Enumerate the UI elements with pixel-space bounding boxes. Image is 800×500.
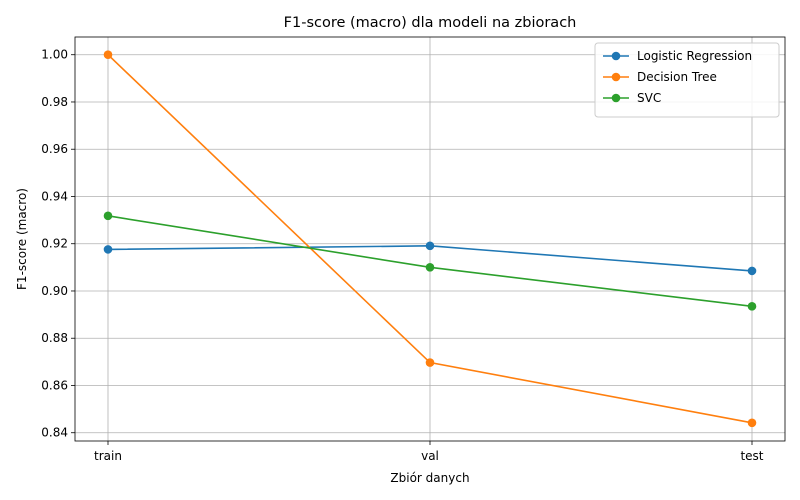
data-point-logistic-regression [103,245,113,254]
data-point-decision-tree [747,418,757,428]
y-tick-label: 0.92 [41,237,68,251]
legend-item-decision-tree: Decision Tree [603,70,717,84]
data-point-svc [425,263,435,272]
legend-item-svc: SVC [603,91,661,105]
x-tick-label: val [421,449,439,463]
legend-label: Logistic Regression [637,49,752,63]
x-axis-ticks: train val test [94,441,764,463]
data-point-logistic-regression [425,241,435,251]
y-axis-label: F1-score (macro) [15,188,29,290]
y-tick-label: 1.00 [41,48,68,62]
series-svc [103,211,757,311]
x-tick-label: test [740,449,763,463]
y-tick-label: 0.96 [41,142,68,156]
legend-swatch-marker [611,72,621,82]
y-tick-label: 0.86 [41,378,68,392]
legend-label: SVC [637,91,661,105]
y-tick-label: 0.98 [41,95,68,109]
series-logistic-regression [103,241,757,276]
y-axis-ticks: 0.84 0.86 0.88 0.90 0.92 0.94 0.96 0.98 1.00 [41,48,75,440]
legend-label: Decision Tree [637,70,717,84]
legend-swatch-marker [611,51,621,61]
data-point-svc [747,302,757,311]
legend: Logistic Regression Decision Tree SVC [594,42,780,118]
chart-title: F1-score (macro) dla modeli na zbiorach [284,15,577,31]
legend-item-logistic-regression: Logistic Regression [603,49,752,63]
data-point-svc [103,211,113,221]
y-tick-label: 0.84 [41,426,68,440]
x-axis-label: Zbiór danych [390,471,469,485]
series-decision-tree [103,50,757,428]
series-layer [103,50,757,428]
y-tick-label: 0.88 [41,331,68,345]
data-point-decision-tree [103,50,113,60]
y-tick-label: 0.94 [41,189,68,203]
legend-swatch-marker [611,93,621,103]
legend-box [594,42,780,118]
data-point-decision-tree [425,358,435,367]
y-tick-label: 0.90 [41,284,68,298]
x-tick-label: train [94,449,122,463]
data-point-logistic-regression [747,266,757,276]
